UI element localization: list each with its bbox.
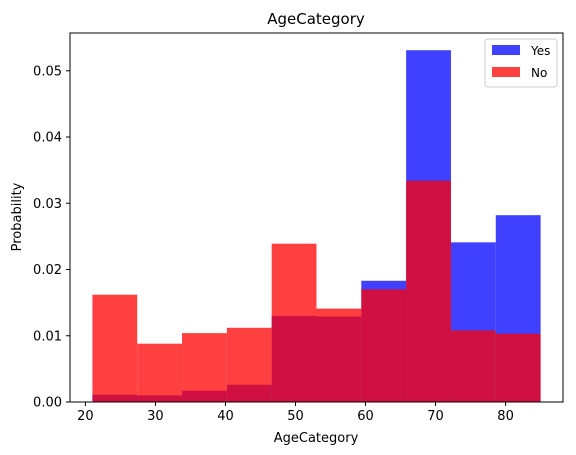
bar-no-3 — [226, 327, 272, 402]
y-tick-label: 0.05 — [33, 64, 62, 79]
bar-no-5 — [316, 308, 362, 402]
plot-frame — [69, 32, 564, 403]
y-tick-label: 0.00 — [33, 396, 62, 411]
y-tick-label: 0.03 — [33, 197, 62, 212]
y-tick-label: 0.02 — [33, 263, 62, 278]
bars-layer — [92, 50, 541, 402]
x-tick-label: 50 — [287, 409, 304, 424]
y-axis-ticks: 0.00 0.01 0.02 0.03 0.04 0.05 — [33, 64, 70, 411]
y-tick-label: 0.01 — [33, 329, 62, 344]
bar-no-7 — [406, 180, 451, 402]
bar-no-6 — [361, 289, 407, 402]
legend-swatch-no — [492, 67, 520, 77]
y-axis-label: Probability — [10, 182, 25, 251]
x-tick-label: 30 — [147, 409, 164, 424]
chart-title: AgeCategory — [267, 10, 365, 28]
x-tick-label: 70 — [427, 409, 444, 424]
bar-no-8 — [450, 330, 496, 402]
bar-no-1 — [137, 343, 183, 402]
bar-no-9 — [495, 333, 541, 402]
legend-label-no: No — [531, 66, 547, 80]
legend-swatch-yes — [492, 45, 520, 55]
legend-label-yes: Yes — [530, 44, 550, 58]
legend: Yes No — [484, 38, 558, 88]
bar-no-4 — [271, 243, 317, 402]
x-tick-label: 60 — [357, 409, 374, 424]
x-tick-label: 40 — [217, 409, 234, 424]
y-tick-label: 0.04 — [33, 131, 62, 146]
x-axis-ticks: 20 30 40 50 60 70 80 — [77, 402, 514, 424]
x-tick-label: 80 — [497, 409, 514, 424]
x-axis-label: AgeCategory — [274, 431, 359, 446]
bar-no-2 — [182, 333, 227, 402]
bar-no-0 — [92, 294, 138, 402]
x-tick-label: 20 — [77, 409, 94, 424]
